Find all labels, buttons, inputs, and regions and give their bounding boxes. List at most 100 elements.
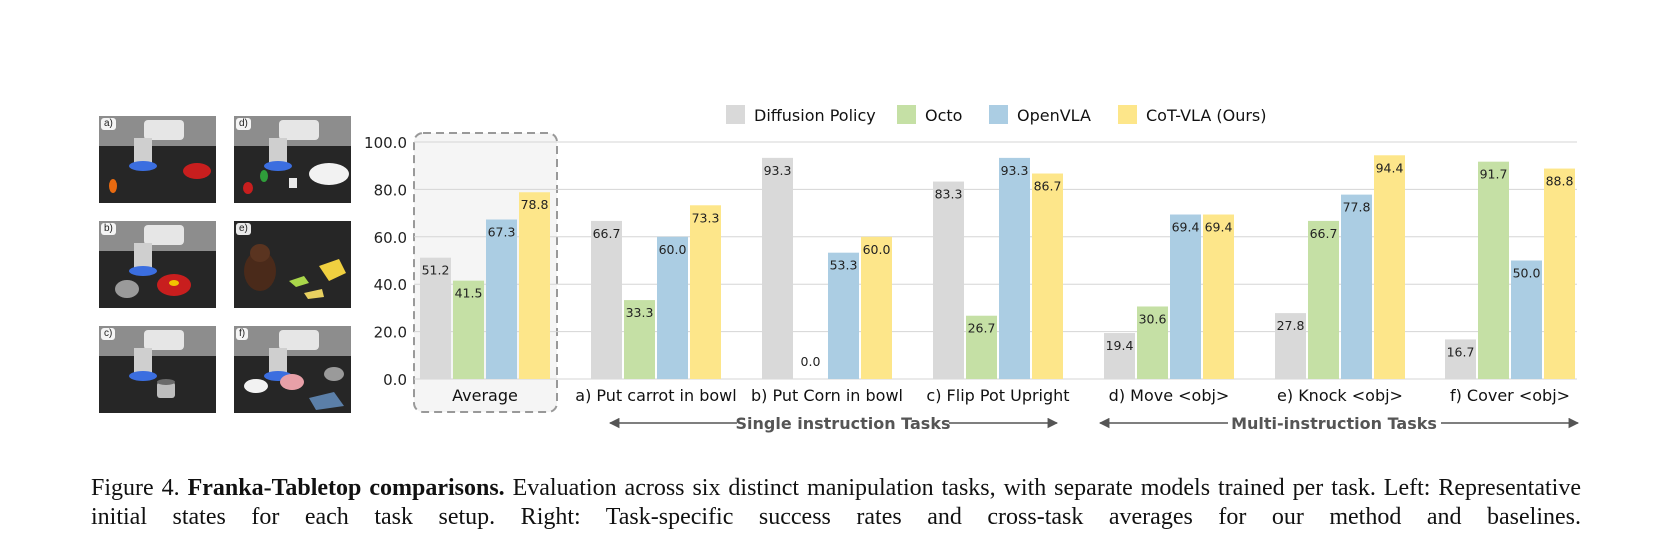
x-tick-label: b) Put Corn in bowl (751, 386, 903, 405)
y-tick-label: 80.0 (374, 181, 407, 199)
bar-value-label: 33.3 (626, 305, 654, 320)
y-tick-label: 0.0 (383, 371, 407, 389)
bars: 51.2 66.7 93.3 83.3 19.4 27.8 16.7 41.5 33.3 0.0 2… (420, 155, 1575, 379)
legend-swatch (726, 105, 745, 124)
caption-text: Evaluation across six distinct manipulat… (91, 475, 1581, 530)
x-tick-label: c) Flip Pot Upright (926, 386, 1069, 405)
bar (1445, 339, 1476, 379)
legend-swatch (1118, 105, 1137, 124)
y-tick-label: 40.0 (374, 276, 407, 294)
bar (1308, 220, 1339, 379)
bar (933, 181, 964, 379)
bar-value-label: 27.8 (1277, 318, 1305, 333)
thumbnail-label: c) (101, 328, 116, 340)
y-axis: 0.0 20.0 40.0 60.0 80.0 100.0 (364, 134, 407, 389)
bar (657, 236, 688, 379)
bar (1104, 333, 1135, 379)
group-label: Single instruction Tasks (736, 414, 951, 433)
bar (624, 300, 655, 379)
legend: Diffusion Policy Octo OpenVLA CoT-VLA (Ours… (726, 105, 1267, 125)
bar (420, 257, 451, 379)
bar-value-label: 77.8 (1343, 200, 1371, 215)
bar-value-label: 60.0 (659, 242, 687, 257)
y-tick-label: 60.0 (374, 229, 407, 247)
robot-scene-image (234, 326, 351, 413)
bar-value-label: 69.4 (1205, 220, 1233, 235)
robot-scene-image (99, 116, 216, 203)
thumbnail-label: e) (236, 223, 251, 235)
bar-value-label: 93.3 (1001, 163, 1029, 178)
bar-value-label: 88.8 (1546, 174, 1574, 189)
bar (1478, 161, 1509, 379)
legend-swatch (897, 105, 916, 124)
thumbnail-label: a) (101, 118, 116, 130)
x-tick-label: Average (452, 386, 518, 405)
thumbnail-d: d) (234, 116, 351, 203)
caption-prefix: Figure 4. (91, 475, 188, 501)
bar-value-label: 0.0 (801, 354, 821, 369)
bar-value-label: 69.4 (1172, 220, 1200, 235)
thumbnail-f: f) (234, 326, 351, 413)
caption-title: Franka-Tabletop comparisons. (187, 475, 505, 501)
bar-value-label: 41.5 (455, 286, 483, 301)
bar-value-label: 51.2 (422, 263, 450, 278)
bar (861, 236, 892, 379)
bar-value-label: 66.7 (593, 226, 621, 241)
legend-label: Octo (925, 106, 962, 125)
bar (519, 192, 550, 379)
success-rate-bar-chart: 0.0 20.0 40.0 60.0 80.0 100.0 51.2 66.7 93.3 83.… (364, 105, 1580, 433)
bar (453, 280, 484, 379)
bar (1374, 155, 1405, 379)
bar (1275, 313, 1306, 379)
bar-value-label: 50.0 (1513, 266, 1541, 281)
bar (1137, 306, 1168, 379)
y-tick-label: 100.0 (364, 134, 407, 152)
bar-value-label: 53.3 (830, 258, 858, 273)
legend-swatch (989, 105, 1008, 124)
legend-label: Diffusion Policy (754, 106, 876, 125)
bar-value-label: 26.7 (968, 321, 996, 336)
thumbnail-label: d) (236, 118, 251, 130)
bar (966, 315, 997, 379)
bar (999, 157, 1030, 379)
thumbnail-label: b) (101, 223, 116, 235)
bar-value-label: 93.3 (764, 163, 792, 178)
x-tick-label: a) Put carrot in bowl (575, 386, 736, 405)
bar (591, 220, 622, 379)
bar-value-label: 66.7 (1310, 226, 1338, 241)
bar-value-label: 73.3 (692, 210, 720, 225)
thumbnail-b: b) (99, 221, 216, 308)
bar-value-label: 67.3 (488, 224, 516, 239)
y-tick-label: 20.0 (374, 324, 407, 342)
x-axis: Average a) Put carrot in bowl b) Put Corn … (452, 386, 1570, 405)
x-tick-label: e) Knock <obj> (1277, 386, 1403, 405)
task-group-annotations: Single instruction Tasks Multi-instructio… (608, 414, 1580, 433)
robot-scene-image (234, 116, 351, 203)
bar (1170, 214, 1201, 379)
legend-label: OpenVLA (1017, 106, 1091, 125)
robot-scene-image (99, 221, 216, 308)
bar-value-label: 91.7 (1480, 167, 1508, 182)
bar-value-label: 83.3 (935, 187, 963, 202)
legend-label: CoT-VLA (Ours) (1146, 106, 1267, 125)
bar-value-label: 30.6 (1139, 311, 1167, 326)
bar (1511, 260, 1542, 379)
bar-value-label: 94.4 (1376, 160, 1404, 175)
bar (1544, 168, 1575, 379)
thumbnail-c: c) (99, 326, 216, 413)
bar (828, 252, 859, 379)
bar-value-label: 19.4 (1106, 338, 1134, 353)
bar-value-label: 78.8 (521, 197, 549, 212)
x-tick-label: d) Move <obj> (1109, 386, 1230, 405)
group-label: Multi-instruction Tasks (1231, 414, 1437, 433)
thumbnail-label: f) (236, 328, 249, 340)
figure-caption: Figure 4. Franka-Tabletop comparisons. E… (91, 474, 1581, 532)
bar (690, 205, 721, 379)
bar (1203, 214, 1234, 379)
x-tick-label: f) Cover <obj> (1450, 386, 1570, 405)
robot-scene-image (99, 326, 216, 413)
bar-value-label: 16.7 (1447, 344, 1475, 359)
bar (486, 219, 517, 379)
thumbnail-a: a) (99, 116, 216, 203)
bar-value-label: 86.7 (1034, 179, 1062, 194)
